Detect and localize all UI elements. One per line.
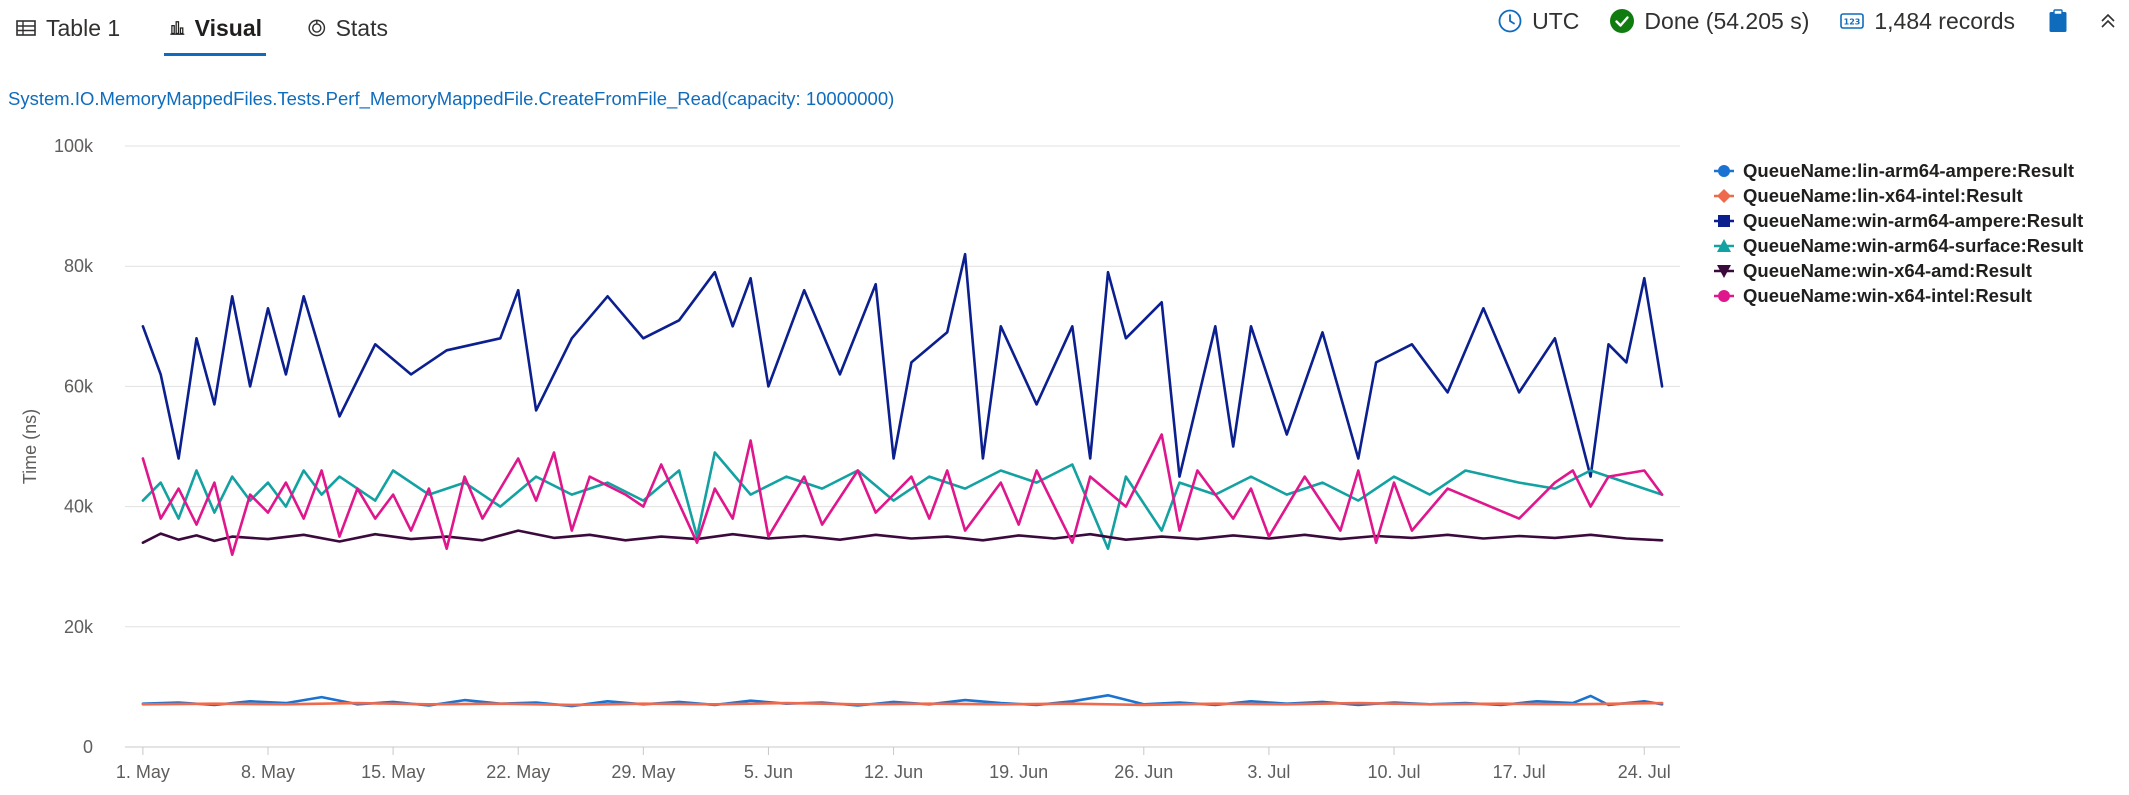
timezone-label: UTC xyxy=(1532,7,1580,34)
y-tick-label: 40k xyxy=(64,497,94,517)
series-line[interactable] xyxy=(141,529,1664,545)
legend-item[interactable]: QueueName:win-arm64-surface:Result xyxy=(1713,233,2083,258)
legend-item[interactable]: QueueName:lin-x64-intel:Result xyxy=(1713,183,2083,208)
clock-icon xyxy=(1498,9,1522,33)
checkmark-circle-icon xyxy=(1610,9,1635,33)
x-tick-label: 29. May xyxy=(611,762,675,782)
result-tabs: Table 1 Visual Stats xyxy=(0,0,392,56)
series-line[interactable] xyxy=(141,701,1664,707)
x-tick-label: 15. May xyxy=(361,762,425,782)
query-done-status: Done (54.205 s) xyxy=(1609,8,1809,35)
legend-marker-icon xyxy=(1714,289,1734,302)
legend-item[interactable]: QueueName:win-x64-intel:Result xyxy=(1713,283,2083,308)
y-tick-label: 20k xyxy=(64,617,94,637)
y-tick-label: 80k xyxy=(64,256,94,276)
x-tick-label: 10. Jul xyxy=(1367,762,1420,782)
stats-icon xyxy=(308,19,326,37)
x-tick-label: 3. Jul xyxy=(1247,762,1290,782)
x-tick-label: 19. Jun xyxy=(989,762,1048,782)
chart-series xyxy=(141,252,1664,708)
tab-visual[interactable]: Visual xyxy=(164,0,266,56)
table-icon xyxy=(16,20,36,36)
y-axis-label: Time (ns) xyxy=(20,409,40,484)
legend-label: QueueName:win-arm64-ampere:Result xyxy=(1743,209,2084,231)
x-tick-label: 17. Jul xyxy=(1493,762,1546,782)
legend-label: QueueName:win-x64-amd:Result xyxy=(1743,259,2032,281)
legend-marker-icon xyxy=(1714,214,1734,227)
tab-stats-label: Stats xyxy=(335,14,388,41)
number-badge-icon: 123 xyxy=(1840,13,1865,29)
timezone-indicator[interactable]: UTC xyxy=(1497,8,1579,35)
chart-legend: QueueName:lin-arm64-ampere:Result QueueNa… xyxy=(1713,158,2083,308)
records-label: 1,484 records xyxy=(1874,7,2015,34)
x-tick-label: 26. Jun xyxy=(1114,762,1173,782)
collapse-chevron-icon[interactable] xyxy=(2097,10,2119,32)
legend-marker-icon xyxy=(1714,188,1734,203)
bar-chart-icon xyxy=(170,21,185,35)
y-tick-label: 0 xyxy=(83,737,93,757)
x-tick-label: 5. Jun xyxy=(744,762,793,782)
series-line[interactable] xyxy=(141,433,1664,557)
svg-text:123: 123 xyxy=(1844,18,1861,27)
chart-axes: 0 20k 40k 60k 80k 100k Time (ns) 1. May 8. May 15… xyxy=(20,136,1680,782)
chart-title: System.IO.MemoryMappedFiles.Tests.Perf_M… xyxy=(8,88,895,109)
tab-visual-label: Visual xyxy=(194,14,262,41)
clipboard-icon xyxy=(2049,9,2067,32)
x-tick-label: 22. May xyxy=(486,762,550,782)
y-tick-label: 60k xyxy=(64,376,94,396)
tab-table-1[interactable]: Table 1 xyxy=(10,0,130,56)
done-label: Done (54.205 s) xyxy=(1644,7,1810,34)
copy-button[interactable] xyxy=(2045,8,2071,34)
legend-label: QueueName:lin-x64-intel:Result xyxy=(1743,184,2023,206)
x-tick-label: 24. Jul xyxy=(1618,762,1671,782)
x-tick-label: 12. Jun xyxy=(864,762,923,782)
toolbar: Table 1 Visual Stats U xyxy=(0,0,2129,56)
legend-item[interactable]: QueueName:lin-arm64-ampere:Result xyxy=(1713,158,2083,183)
legend-marker-icon xyxy=(1714,238,1734,252)
x-tick-label: 1. May xyxy=(116,762,170,782)
tab-stats[interactable]: Stats xyxy=(302,0,392,56)
legend-label: QueueName:win-arm64-surface:Result xyxy=(1743,234,2084,256)
legend-item[interactable]: QueueName:win-x64-amd:Result xyxy=(1713,258,2083,283)
legend-item[interactable]: QueueName:win-arm64-ampere:Result xyxy=(1713,208,2083,233)
x-tick-label: 8. May xyxy=(241,762,295,782)
legend-label: QueueName:lin-arm64-ampere:Result xyxy=(1743,159,2075,181)
legend-label: QueueName:win-x64-intel:Result xyxy=(1743,284,2032,306)
legend-marker-icon xyxy=(1714,264,1734,278)
series-line[interactable] xyxy=(141,252,1664,478)
tab-table-1-label: Table 1 xyxy=(46,14,121,41)
query-status-bar: UTC Done (54.205 s) 123 1,484 records xyxy=(1467,0,2129,42)
y-tick-label: 100k xyxy=(54,136,94,156)
record-count: 123 1,484 records xyxy=(1839,8,2015,35)
chart-gridlines xyxy=(125,145,1680,628)
legend-marker-icon xyxy=(1714,164,1734,177)
